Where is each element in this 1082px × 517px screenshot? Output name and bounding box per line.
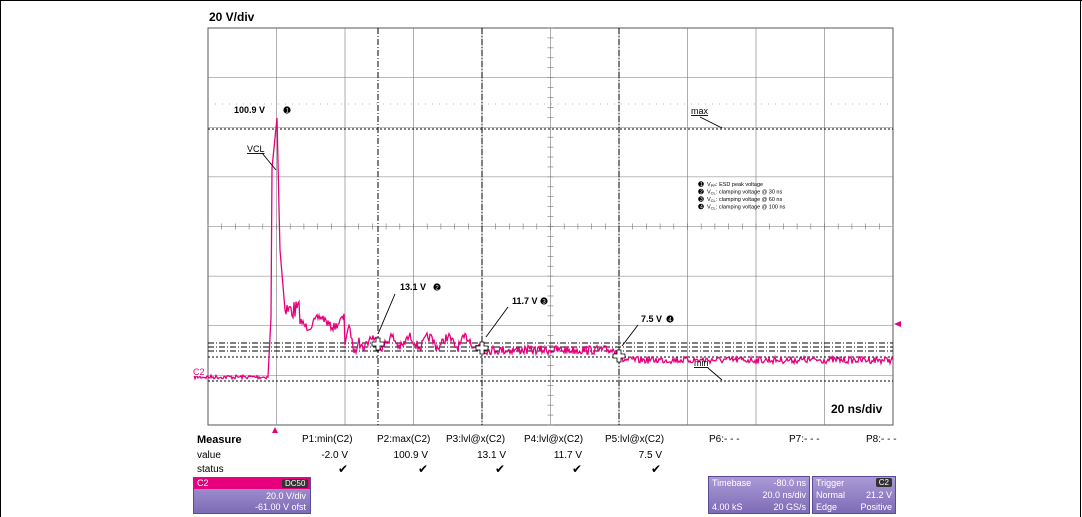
waveform-trace (193, 117, 894, 381)
measure-header: Measure (197, 434, 242, 446)
legend-num: 3 (700, 197, 703, 203)
p2-name[interactable]: P2:max(C2) (377, 434, 431, 445)
trigger-time-marker (272, 427, 278, 433)
legend-num: 4 (700, 205, 703, 211)
trigger-level-marker (894, 321, 901, 327)
grid-lines (207, 27, 894, 426)
peak-num-icon (283, 106, 291, 114)
timebase-label: Timebase (712, 478, 752, 488)
timebase-samples: 4.00 kS (712, 502, 743, 512)
top-text-remnant (0, 0, 1082, 1)
legend-num-icon (698, 203, 704, 210)
trigger-channel-badge: C2 (875, 478, 892, 487)
legend-num: 2 (700, 190, 703, 196)
max-label: max (691, 106, 709, 116)
annotation-legend: 1 VPP: ESD peak voltage 2 VCL: clamping vol… (698, 181, 786, 211)
num3-text: 3 (542, 300, 546, 306)
peak-num-text: 1 (286, 109, 290, 115)
p3-status-icon: ✔ (495, 462, 506, 476)
p3-value: 13.1 V (477, 450, 506, 461)
channel-tag: C2 (193, 367, 205, 377)
p8-name[interactable]: P8:- - - (866, 434, 897, 445)
trigger-label: Trigger (816, 478, 845, 488)
label-60ns: 11.7 V (512, 296, 538, 306)
trigger-panel[interactable]: Trigger C2 Normal 21.2 V Edge Positive (812, 476, 896, 514)
trigger-type: Edge (816, 502, 838, 512)
annotation-arrows (261, 116, 723, 381)
legend-num: 1 (700, 182, 703, 188)
num4-text: 4 (668, 318, 672, 324)
measure-marker (612, 349, 626, 363)
p4-status-icon: ✔ (572, 462, 583, 476)
p6-name[interactable]: P6:- - - (709, 434, 740, 445)
channel-panel[interactable]: C2 DC50 20.0 V/div -61.00 V ofst (193, 477, 311, 514)
p1-status-icon: ✔ (338, 462, 349, 476)
p4-value: 11.7 V (553, 450, 582, 461)
p4-name[interactable]: P4:lvl@x(C2) (524, 434, 584, 445)
measure-markers (371, 337, 626, 363)
p3-name[interactable]: P3:lvl@x(C2) (446, 434, 506, 445)
channel-name: C2 (197, 478, 209, 488)
channel-offset: -61.00 V ofst (254, 502, 306, 512)
legend-text: VCL: clamping voltage @ 30 ns (707, 190, 782, 196)
horizontal-scale-label: 20 ns/div (831, 402, 883, 416)
vertical-scale-label: 20 V/div (209, 10, 255, 24)
legend-text: VPP: ESD peak voltage (707, 182, 763, 188)
vcl-label: VCL (247, 144, 265, 154)
p2-status-icon: ✔ (418, 462, 429, 476)
measure-row-status: status (197, 464, 224, 475)
timebase-rate: 20 GS/s (773, 502, 806, 512)
legend-num-icon (698, 181, 704, 187)
peak-label: 100.9 V (234, 105, 265, 115)
num4-icon (666, 315, 674, 323)
p1-value: -2.0 V (321, 450, 348, 461)
trigger-slope: Positive (860, 502, 892, 512)
measure-marker (371, 337, 385, 351)
trigger-level: 21.2 V (865, 490, 892, 500)
min-label: min (694, 358, 709, 368)
p2-value: 100.9 V (393, 450, 428, 461)
trigger-mode: Normal (816, 490, 846, 500)
channel-vdiv: 20.0 V/div (265, 491, 306, 501)
legend-text: VCL: clamping voltage @ 60 ns (707, 197, 782, 203)
timebase-panel[interactable]: Timebase -80.0 ns 20.0 ns/div 4.00 kS 20… (708, 476, 810, 514)
measure-row-value: value (197, 450, 221, 461)
num3-icon (540, 297, 548, 305)
label-30ns: 13.1 V (400, 282, 426, 292)
p7-name[interactable]: P7:- - - (789, 434, 820, 445)
legend-num-icon (698, 188, 704, 195)
p5-name[interactable]: P5:lvl@x(C2) (605, 434, 665, 445)
timebase-tdiv: 20.0 ns/div (762, 490, 806, 500)
channel-ground-marker (191, 367, 205, 376)
channel-panel-header (194, 478, 310, 489)
p5-status-icon: ✔ (651, 462, 662, 476)
num2-text: 2 (435, 286, 439, 292)
measure-marker (475, 341, 489, 355)
timebase-delay: -80.0 ns (773, 478, 806, 488)
label-100ns: 7.5 V (641, 314, 662, 324)
num2-icon (433, 283, 441, 291)
legend-num-icon (698, 196, 704, 202)
legend-text: VCL: clamping voltage @ 100 ns (707, 205, 786, 211)
coupling-badge: DC50 (282, 479, 309, 488)
p5-value: 7.5 V (638, 450, 662, 461)
p1-name[interactable]: P1:min(C2) (302, 434, 353, 445)
